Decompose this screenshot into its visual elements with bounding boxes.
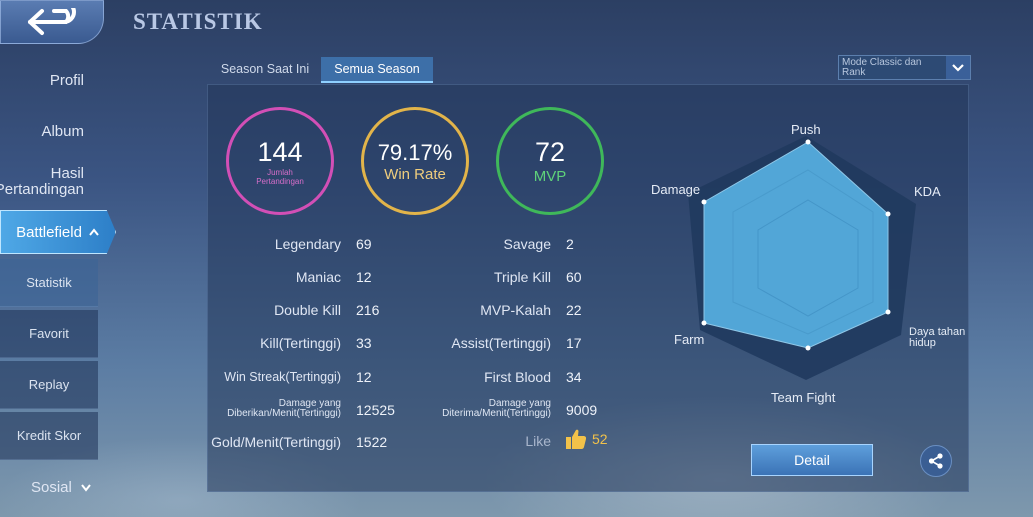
chevron-down-icon: [81, 484, 91, 492]
share-icon: [928, 453, 943, 469]
stat-label: Double Kill: [274, 302, 341, 318]
back-button[interactable]: [0, 0, 104, 44]
radar-label-damage: Damage: [651, 182, 701, 197]
thumbs-up-icon: [566, 429, 587, 449]
sidebar-item-battlefield[interactable]: Battlefield: [0, 210, 116, 254]
radar-label-kda: KDA: [914, 184, 941, 199]
radar-point: [805, 139, 811, 145]
share-button[interactable]: [920, 445, 952, 477]
mode-select[interactable]: Mode Classic dan Rank: [838, 55, 971, 80]
winrate-circle: 79.17% Win Rate: [361, 107, 469, 215]
sidebar-sub-kredit-skor[interactable]: Kredit Skor: [0, 412, 98, 460]
radar-point: [805, 345, 811, 351]
stat-label: Assist(Tertinggi): [451, 335, 551, 351]
stat-label: Damage yang Diberikan/Menit(Tertinggi): [227, 398, 341, 419]
stat-label: First Blood: [484, 369, 551, 385]
stat-label: Legendary: [274, 236, 341, 252]
radar-point: [885, 211, 891, 217]
chevron-down-icon: [952, 63, 964, 72]
stat-value: 2: [566, 236, 574, 252]
stat-value: 17: [566, 335, 582, 351]
mvp-circle: 72 MVP: [496, 107, 604, 215]
like-count: 52: [592, 431, 608, 447]
radar-label-team-fight: Team Fight: [771, 390, 836, 405]
stat-value: 12525: [356, 402, 395, 418]
stat-value: 33: [356, 335, 372, 351]
stat-label: Maniac: [295, 269, 341, 285]
chevron-up-icon: [89, 228, 99, 236]
radar-label-farm: Farm: [674, 332, 705, 347]
radar-point: [701, 199, 707, 205]
sidebar-sub-statistik[interactable]: Statistik: [0, 259, 98, 307]
tab-season-saat-ini[interactable]: Season Saat Ini: [220, 62, 310, 76]
stat-value: 12: [356, 269, 372, 285]
stat-value: 69: [356, 236, 372, 252]
sidebar-item-hasil-pertandingan[interactable]: Hasil Pertandingan: [0, 166, 84, 198]
detail-button[interactable]: Detail: [751, 444, 873, 476]
tab-semua-season[interactable]: Semua Season: [321, 57, 433, 83]
sidebar-sub-replay[interactable]: Replay: [0, 361, 98, 409]
stat-value: 22: [566, 302, 582, 318]
sidebar-sub-favorit[interactable]: Favorit: [0, 310, 98, 358]
stat-value: 34: [566, 369, 582, 385]
page-title: STATISTIK: [133, 9, 263, 34]
radar-label-daya-tahan-hidup: Daya tahan hidup: [909, 326, 966, 349]
radar-grid-mid: [732, 169, 874, 335]
stat-label: Savage: [503, 236, 551, 252]
like-label: Like: [525, 433, 551, 449]
radar-label-push: Push: [791, 122, 821, 137]
mode-dropdown-arrow[interactable]: [946, 56, 970, 79]
radar-point: [885, 309, 891, 315]
stat-value: 9009: [566, 402, 598, 418]
radar-point: [701, 320, 707, 326]
stat-value: 60: [566, 269, 582, 285]
radar-chart: [688, 136, 916, 380]
sidebar-item-sosial[interactable]: Sosial: [0, 479, 108, 496]
matches-circle: 144 Jumlah Pertandingan: [226, 107, 334, 215]
sidebar-item-profil[interactable]: Profil: [49, 72, 84, 89]
stat-value: 12: [356, 369, 372, 385]
stat-value: 216: [356, 302, 380, 318]
sidebar-item-album[interactable]: Album: [41, 123, 84, 140]
radar-grid-inner: [757, 199, 859, 317]
stat-label: Gold/Menit(Tertinggi): [211, 434, 341, 450]
stat-label: MVP-Kalah: [480, 302, 551, 318]
stat-label: Kill(Tertinggi): [260, 335, 341, 351]
stat-label: Damage yang Diterima/Menit(Tertinggi): [442, 398, 551, 419]
stat-label: Triple Kill: [493, 269, 551, 285]
back-arrow-icon: [28, 8, 76, 35]
stat-value: 1522: [356, 434, 388, 450]
like-button[interactable]: 52: [565, 428, 608, 450]
stat-label: Win Streak(Tertinggi): [224, 370, 341, 384]
